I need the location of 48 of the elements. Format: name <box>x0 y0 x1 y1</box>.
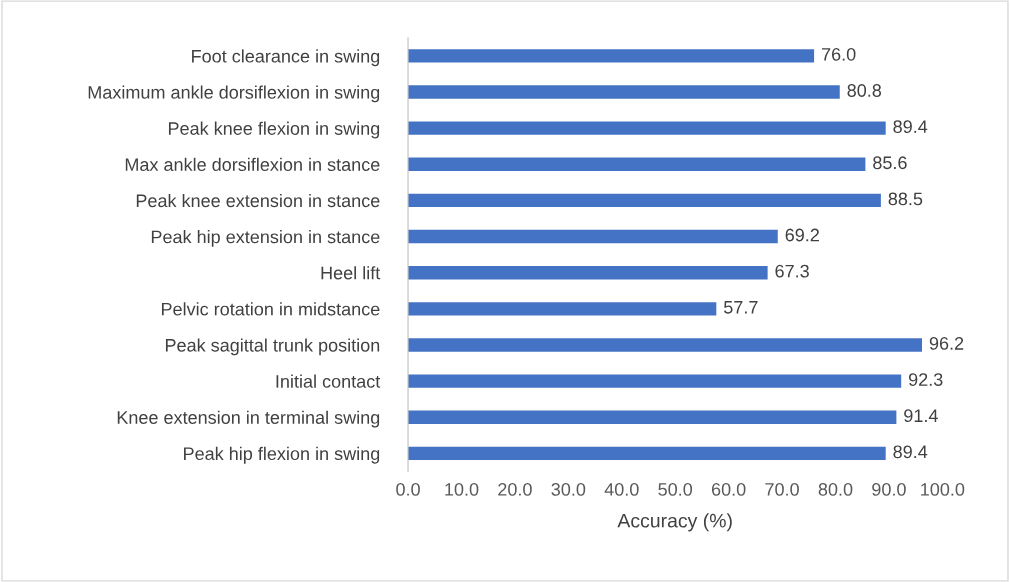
y-tick-label: Initial contact <box>276 374 381 388</box>
y-tick-label: Heel lift <box>321 266 381 280</box>
x-tick-label: 70.0 <box>765 483 799 496</box>
x-tick-label: 40.0 <box>604 483 639 496</box>
bar <box>408 302 717 316</box>
y-tick-label: Pelvic rotation in midstance <box>161 302 380 316</box>
y-tick-label: Knee extension in terminal swing <box>117 410 380 428</box>
bar <box>408 266 768 280</box>
data-label: 67.3 <box>775 264 809 278</box>
y-tick-label: Peak hip extension in stance <box>151 230 380 247</box>
bar <box>408 85 840 99</box>
x-tick-label: 30.0 <box>551 483 586 496</box>
data-label: 85.6 <box>873 156 907 170</box>
data-label: 88.5 <box>888 192 923 206</box>
y-tick-label: Max ankle dorsiflexion in stance <box>125 157 380 172</box>
data-label: 96.2 <box>929 337 964 350</box>
y-tick-label: Peak knee flexion in swing <box>168 121 380 139</box>
data-label: 89.4 <box>893 445 928 459</box>
data-label: 80.8 <box>847 84 882 97</box>
bar <box>408 121 886 135</box>
x-tick-label: 10.0 <box>445 483 479 496</box>
y-tick-label: Peak hip flexion in swing <box>184 446 380 464</box>
bar <box>408 338 923 352</box>
x-tick-label: 60.0 <box>711 483 746 496</box>
data-label: 92.3 <box>908 373 943 386</box>
x-tick-label: 100.0 <box>921 483 965 496</box>
bar <box>408 410 897 424</box>
y-tick-label: Peak sagittal trunk position <box>165 338 380 356</box>
y-tick-label: Foot clearance in swing <box>192 49 380 67</box>
x-axis-title: Accuracy (%) <box>617 513 732 532</box>
data-label: 76.0 <box>821 47 856 61</box>
bar <box>408 193 881 208</box>
data-label: 89.4 <box>893 120 928 134</box>
y-tick-label: Maximum ankle dorsiflexion in swing <box>88 85 380 103</box>
x-tick-label: 20.0 <box>498 483 532 496</box>
bar <box>408 374 902 388</box>
bar <box>408 446 886 461</box>
y-tick-label: Peak knee extension in stance <box>136 193 380 208</box>
x-tick-label: 0.0 <box>396 483 420 496</box>
bar <box>408 49 815 63</box>
bar <box>408 157 866 171</box>
x-tick-label: 50.0 <box>658 483 693 496</box>
bar <box>408 229 778 244</box>
x-tick-label: 90.0 <box>872 483 906 496</box>
data-label: 57.7 <box>723 301 758 314</box>
data-label: 69.2 <box>785 228 819 242</box>
x-tick-label: 80.0 <box>818 483 853 496</box>
data-label: 91.4 <box>904 409 938 423</box>
